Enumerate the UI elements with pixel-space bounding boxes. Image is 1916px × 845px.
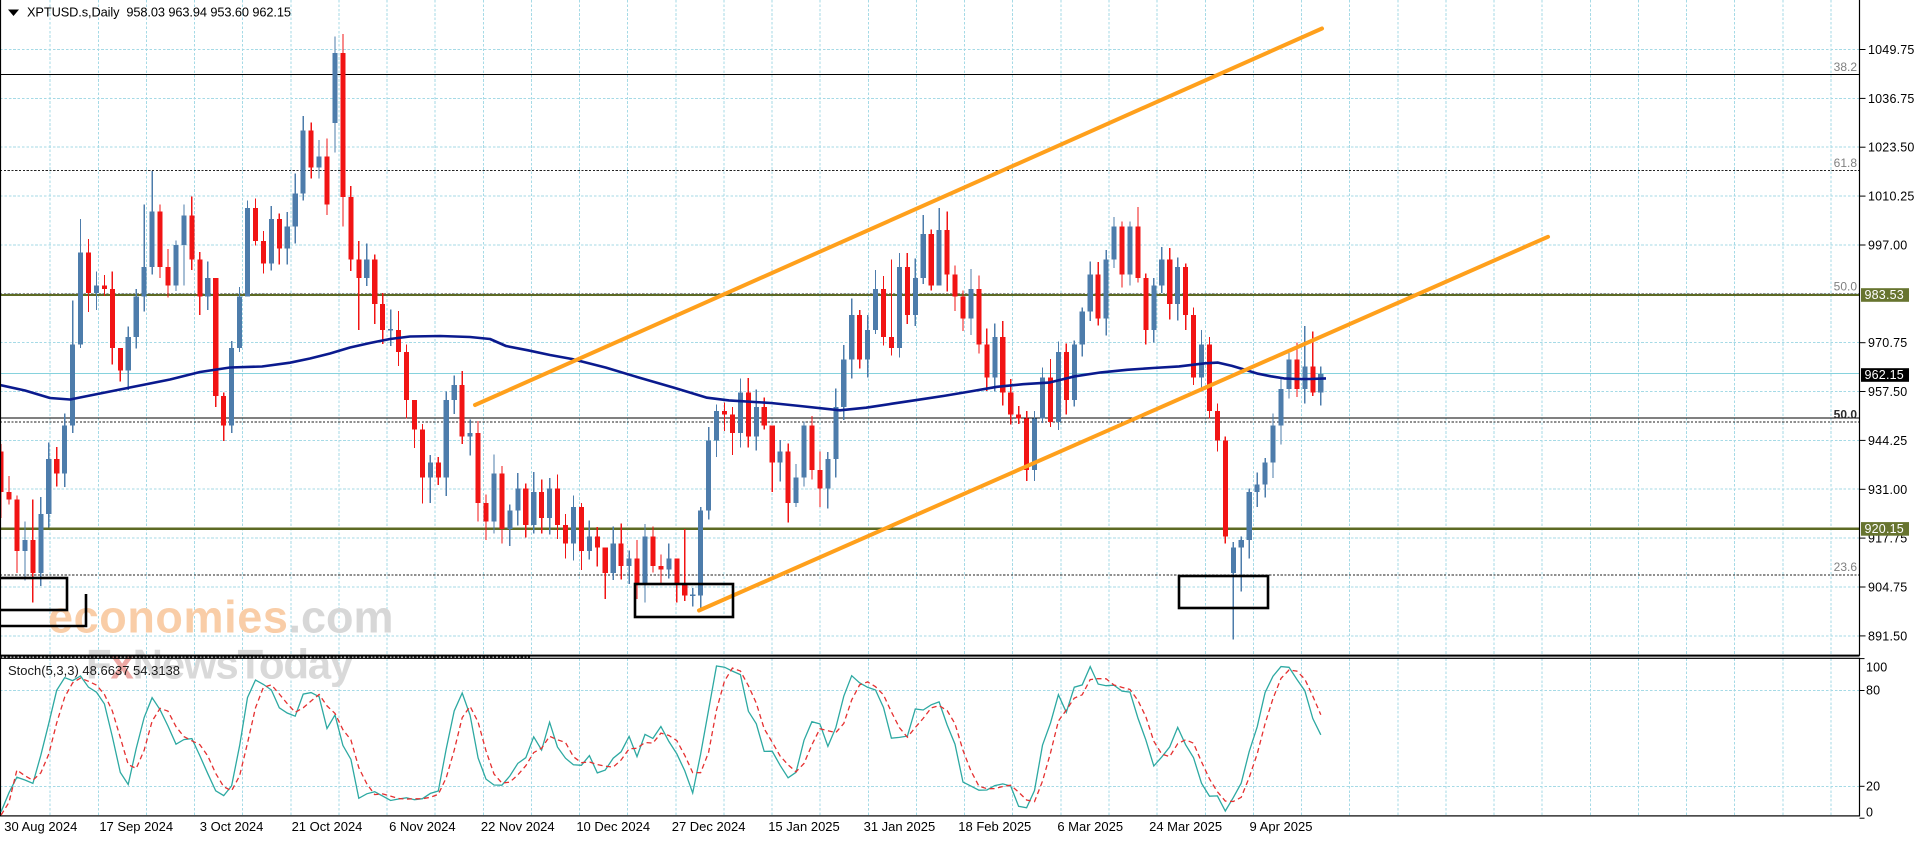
svg-text:economies.com: economies.com — [48, 592, 394, 643]
svg-text:891.50: 891.50 — [1868, 629, 1907, 643]
svg-text:957.50: 957.50 — [1868, 385, 1907, 399]
svg-text:10 Dec 2024: 10 Dec 2024 — [576, 819, 650, 834]
svg-text:31 Jan 2025: 31 Jan 2025 — [864, 819, 936, 834]
svg-text:904.75: 904.75 — [1868, 581, 1907, 595]
svg-text:9 Apr 2025: 9 Apr 2025 — [1250, 819, 1313, 834]
svg-text:15 Jan 2025: 15 Jan 2025 — [768, 819, 840, 834]
svg-text:6 Nov 2024: 6 Nov 2024 — [389, 819, 456, 834]
svg-text:80: 80 — [1866, 684, 1880, 698]
svg-text:61.8: 61.8 — [1834, 156, 1858, 170]
svg-text:Stoch(5,3,3) 48.6637 54.3138: Stoch(5,3,3) 48.6637 54.3138 — [8, 663, 180, 678]
svg-text:1036.75: 1036.75 — [1868, 92, 1915, 106]
svg-text:100: 100 — [1866, 660, 1887, 674]
svg-text:27 Dec 2024: 27 Dec 2024 — [672, 819, 746, 834]
svg-text:1010.25: 1010.25 — [1868, 190, 1915, 204]
svg-text:920.15: 920.15 — [1865, 522, 1904, 536]
svg-text:23.6: 23.6 — [1834, 560, 1858, 574]
svg-text:1023.50: 1023.50 — [1868, 141, 1915, 155]
svg-text:1049.75: 1049.75 — [1868, 43, 1915, 57]
svg-text:50.0: 50.0 — [1834, 280, 1858, 294]
svg-text:21 Oct 2024: 21 Oct 2024 — [292, 819, 363, 834]
svg-text:931.00: 931.00 — [1868, 483, 1907, 497]
svg-text:3 Oct 2024: 3 Oct 2024 — [200, 819, 264, 834]
svg-text:6 Mar 2025: 6 Mar 2025 — [1057, 819, 1123, 834]
svg-text:970.75: 970.75 — [1868, 336, 1907, 350]
svg-text:17 Sep 2024: 17 Sep 2024 — [99, 819, 173, 834]
svg-text:FxNewsToday: FxNewsToday — [86, 641, 354, 688]
svg-text:24 Mar 2025: 24 Mar 2025 — [1149, 819, 1222, 834]
svg-text:983.53: 983.53 — [1865, 288, 1904, 302]
svg-text:18 Feb 2025: 18 Feb 2025 — [958, 819, 1031, 834]
svg-text:38.2: 38.2 — [1834, 60, 1858, 74]
svg-text:XPTUSD.s,Daily 958.03 963.94: XPTUSD.s,Daily 958.03 963.94 953.60 962.… — [27, 5, 291, 20]
svg-text:0: 0 — [1866, 805, 1873, 819]
svg-text:944.25: 944.25 — [1868, 434, 1907, 448]
svg-text:22 Nov 2024: 22 Nov 2024 — [481, 819, 555, 834]
svg-text:997.00: 997.00 — [1868, 239, 1907, 253]
svg-text:962.15: 962.15 — [1865, 368, 1904, 382]
svg-text:20: 20 — [1866, 779, 1880, 793]
svg-text:30 Aug 2024: 30 Aug 2024 — [4, 819, 77, 834]
svg-text:50.0: 50.0 — [1834, 408, 1858, 422]
